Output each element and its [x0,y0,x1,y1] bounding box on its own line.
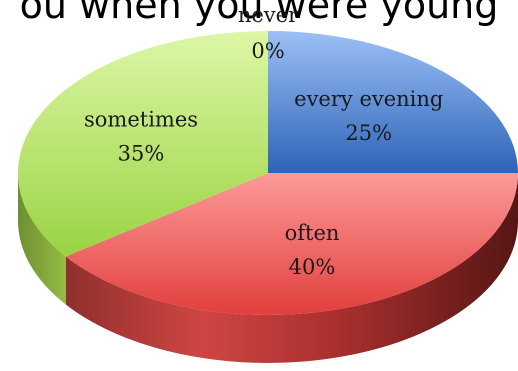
pie-slice-often [65,173,518,316]
data-label-category: never [238,3,299,27]
pie-top-faces [17,31,518,316]
pie-slice-every-evening [268,31,518,173]
pie-slice-sometimes [17,31,268,257]
data-label-category: every evening [294,87,443,111]
chart-title-group: ou when you were young [20,0,499,27]
data-label-category: often [285,221,340,245]
data-label-value: 35% [118,141,165,165]
data-label-value: 40% [289,255,336,279]
pie-side-often [65,173,518,364]
pie-side-sometimes [18,173,66,305]
data-label-value: 25% [345,121,392,145]
data-label-category: sometimes [84,107,198,131]
pie-side-walls [18,173,518,364]
chart-title: ou when you were young [20,0,499,27]
data-label-value: 0% [251,39,284,63]
pie-data-labels: every evening 25% often 40% sometimes 35% neve… [84,3,443,279]
